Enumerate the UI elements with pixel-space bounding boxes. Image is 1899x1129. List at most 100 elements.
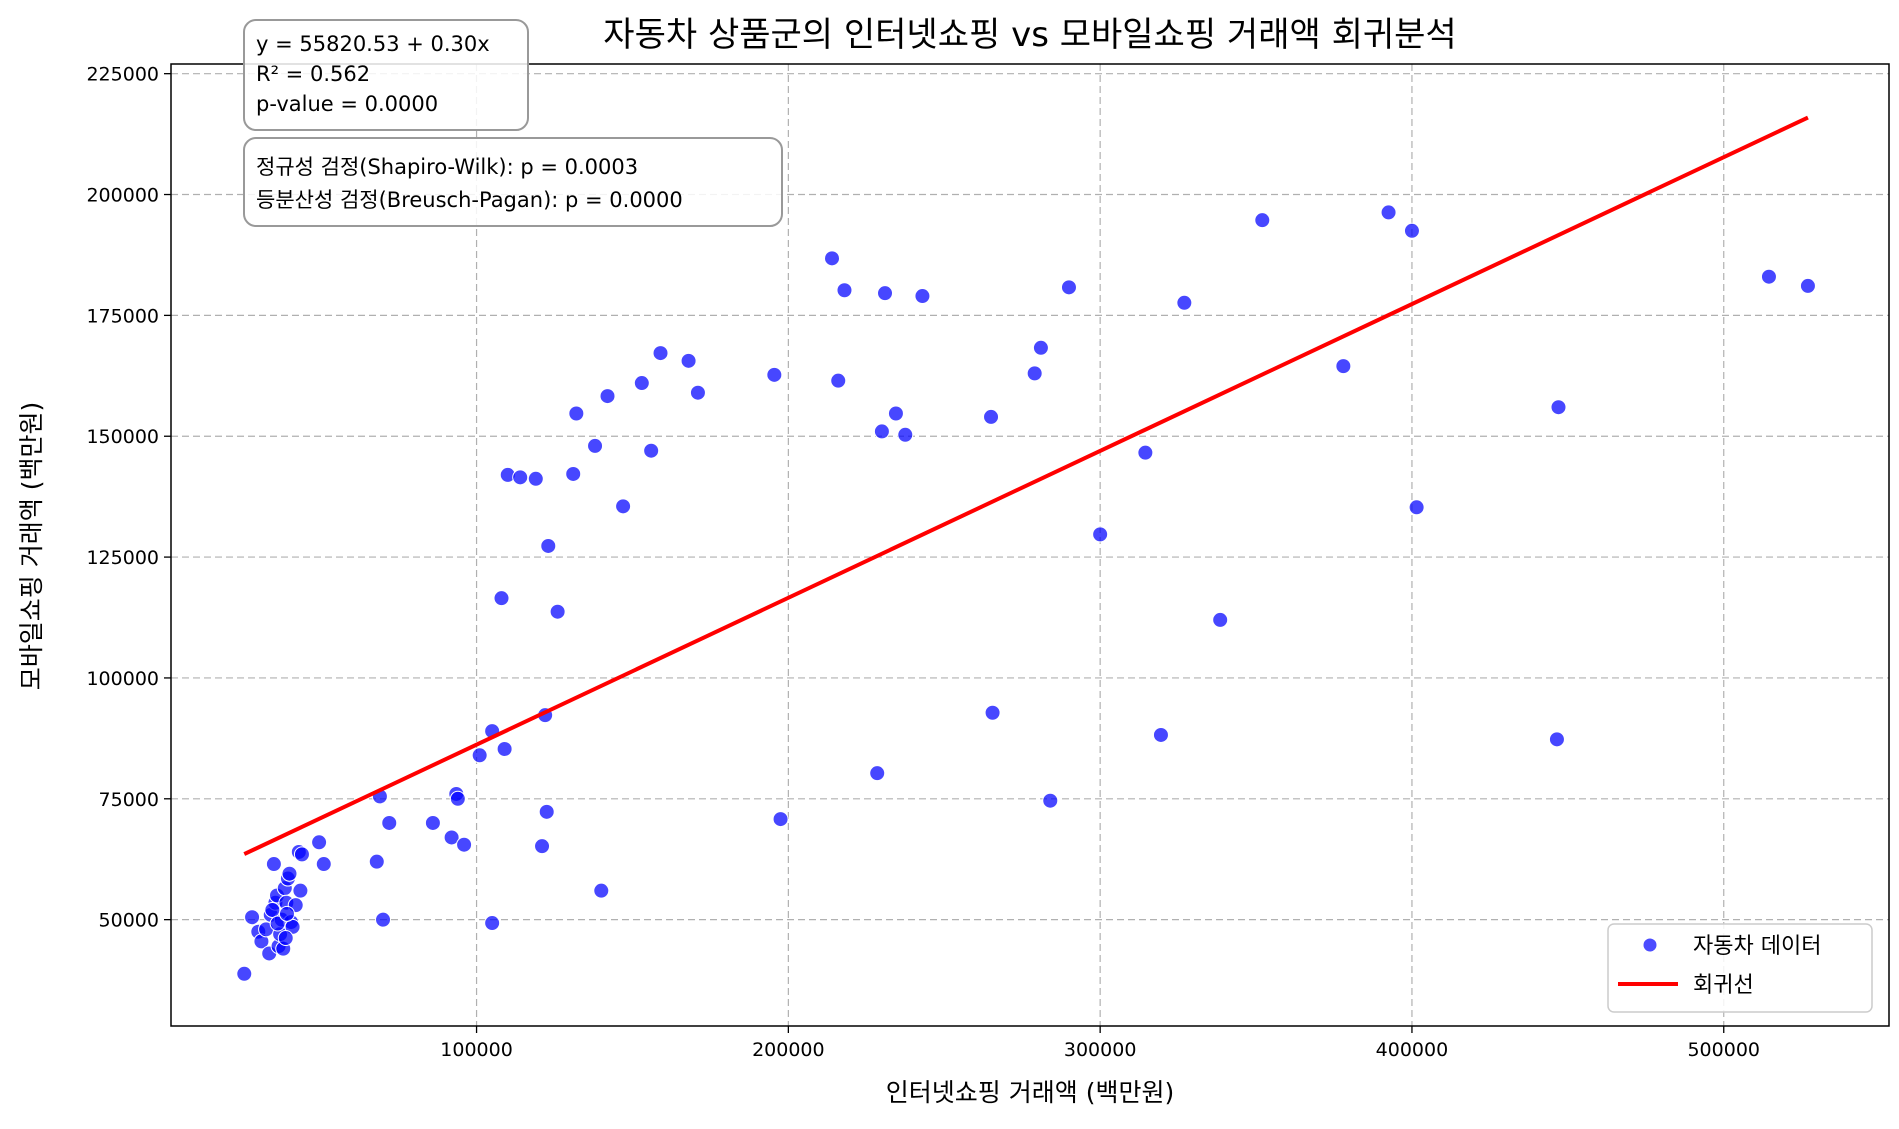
x-tick-label: 400000: [1376, 1039, 1449, 1061]
scatter-point: [615, 498, 632, 515]
y-tick-label: 225000: [86, 64, 159, 86]
scatter-point: [540, 537, 557, 554]
scatter-point: [914, 288, 931, 305]
scatter-point: [887, 405, 904, 422]
homoscedasticity-test: 등분산성 검정(Breusch-Pagan): p = 0.0000: [256, 188, 683, 212]
scatter-point: [443, 829, 460, 846]
scatter-point: [381, 814, 398, 831]
scatter-point: [869, 765, 886, 782]
scatter-point: [265, 856, 282, 873]
scatter-point: [527, 470, 544, 487]
scatter-point: [244, 909, 261, 926]
r-squared: R² = 0.562: [256, 62, 370, 86]
scatter-point: [1212, 611, 1229, 628]
regression-equation: y = 55820.53 + 0.30x: [256, 32, 490, 56]
scatter-point: [264, 901, 281, 918]
scatter-point: [1335, 358, 1352, 375]
scatter-point: [1408, 499, 1425, 516]
scatter-point: [877, 285, 894, 302]
scatter-point: [1548, 731, 1565, 748]
scatter-point: [766, 366, 783, 383]
scatter-point: [680, 352, 697, 369]
scatter-point: [1137, 444, 1154, 461]
scatter-point: [1152, 726, 1169, 743]
axis-ticks: 100000 200000 300000 400000 500000 50000 75000…: [86, 64, 1760, 1061]
scatter-point: [484, 915, 501, 932]
scatter-point: [830, 372, 847, 389]
scatter-point: [1550, 399, 1567, 416]
scatter-point: [311, 834, 328, 851]
scatter-point: [772, 811, 789, 828]
diagnostic-tests-box: 정규성 검정(Shapiro-Wilk): p = 0.0003 등분산성 검정…: [243, 137, 783, 227]
scatter-point: [1042, 792, 1059, 809]
scatter-point: [836, 282, 853, 299]
scatter-point: [1760, 268, 1777, 285]
scatter-point: [471, 747, 488, 764]
y-axis-title: 모바일쇼핑 거래액 (백만원): [17, 402, 46, 690]
scatter-point: [1799, 277, 1816, 294]
x-tick-label: 300000: [1064, 1039, 1137, 1061]
scatter-point: [897, 426, 914, 443]
scatter-point: [1254, 212, 1271, 229]
scatter-point: [368, 853, 385, 870]
scatter-point: [643, 442, 660, 459]
scatter-point: [549, 603, 566, 620]
p-value: p-value = 0.0000: [256, 92, 438, 116]
scatter-point: [269, 915, 286, 932]
scatter-point: [292, 882, 309, 899]
scatter-point: [1026, 365, 1043, 382]
legend-line-label: 회귀선: [1693, 973, 1754, 998]
scatter-point: [1092, 526, 1109, 543]
scatter-point: [873, 423, 890, 440]
scatter-point: [456, 836, 473, 853]
chart-title: 자동차 상품군의 인터넷쇼핑 vs 모바일쇼핑 거래액 회귀분석: [603, 15, 1456, 55]
plot-frame: [170, 63, 1890, 1027]
scatter-point: [1060, 279, 1077, 296]
scatter-point: [496, 741, 513, 758]
scatter-point: [375, 911, 392, 928]
scatter-point: [449, 790, 466, 807]
scatter-point: [983, 408, 1000, 425]
scatter-point: [293, 846, 310, 863]
scatter-point: [493, 590, 510, 607]
scatter-point: [534, 838, 551, 855]
x-axis-title: 인터넷쇼핑 거래액 (백만원): [886, 1078, 1174, 1107]
scatter-point: [599, 388, 616, 405]
scatter-point: [984, 704, 1001, 721]
scatter-point: [1403, 222, 1420, 239]
y-tick-label: 125000: [86, 547, 159, 569]
scatter-point: [587, 437, 604, 454]
scatter-point: [1380, 204, 1397, 221]
scatter-point: [424, 814, 441, 831]
scatter-point: [1176, 294, 1193, 311]
scatter-point: [689, 384, 706, 401]
scatter-point: [824, 250, 841, 267]
regression-line: [243, 115, 1809, 856]
x-tick-label: 200000: [752, 1039, 825, 1061]
scatter-point: [281, 865, 298, 882]
regression-stats-box: y = 55820.53 + 0.30x R² = 0.562 p-value …: [243, 19, 529, 131]
y-tick-label: 75000: [99, 789, 159, 811]
scatter-point: [593, 882, 610, 899]
y-tick-label: 200000: [86, 185, 159, 207]
y-tick-label: 50000: [99, 910, 159, 932]
y-tick-label: 150000: [86, 426, 159, 448]
regression-line-group: [243, 115, 1809, 856]
legend-scatter-label: 자동차 데이터: [1693, 934, 1821, 959]
scatter-point: [652, 345, 669, 362]
scatter-point: [565, 465, 582, 482]
scatter-point: [538, 803, 555, 820]
x-tick-label: 100000: [440, 1039, 513, 1061]
scatter-point: [633, 375, 650, 392]
legend-scatter-marker: [1642, 937, 1658, 953]
scatter-point: [1032, 339, 1049, 356]
scatter-point: [568, 405, 585, 422]
scatter-point: [236, 965, 253, 982]
scatter-point: [277, 930, 294, 947]
y-tick-label: 175000: [86, 305, 159, 327]
y-tick-label: 100000: [86, 668, 159, 690]
scatter-point: [278, 905, 295, 922]
scatter-points: [236, 204, 1816, 982]
x-tick-label: 500000: [1687, 1039, 1760, 1061]
